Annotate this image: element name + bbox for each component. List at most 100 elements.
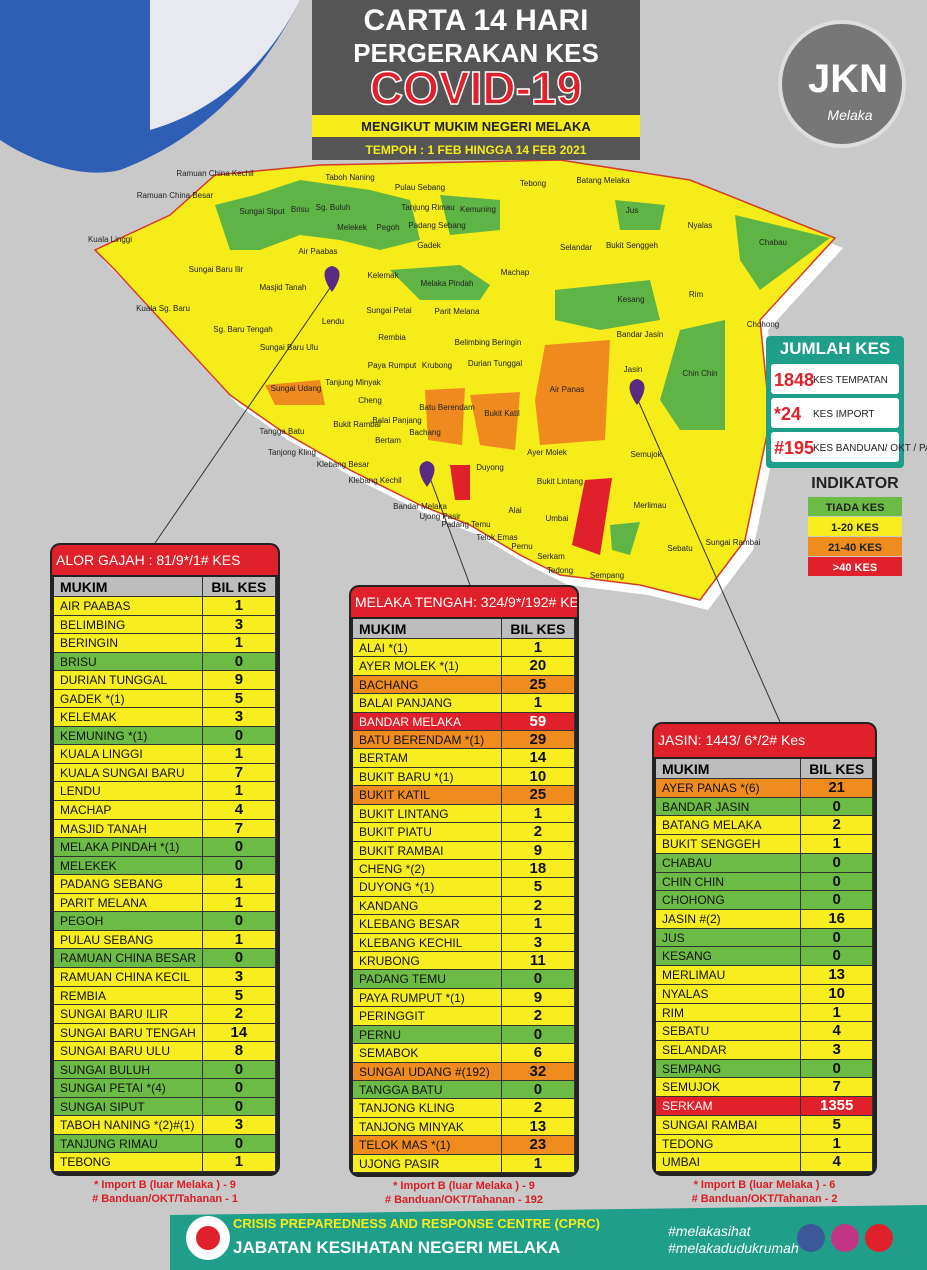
map-label: Tebong	[520, 179, 546, 188]
map-label: Sg. Baru Tengah	[213, 325, 272, 334]
row-name: DURIAN TUNGGAL	[54, 671, 203, 690]
youtube-icon[interactable]	[865, 1224, 893, 1252]
region-green	[735, 215, 830, 290]
row-count: 10	[501, 767, 575, 787]
row-count: 13	[801, 966, 873, 985]
row-count: 1	[501, 804, 575, 824]
row-count: 21	[801, 779, 873, 798]
total-value: 1848	[774, 370, 814, 390]
map-label: Parit Melana	[435, 307, 480, 316]
map-label: Telok Emas	[476, 533, 517, 542]
row-name: KANDANG	[353, 896, 502, 916]
row-name: PERINGGIT	[353, 1007, 502, 1026]
row-name: SEMPANG	[656, 1059, 802, 1079]
row-name: SERKAM	[656, 1097, 802, 1116]
row-count: 0	[202, 1134, 276, 1154]
row-count: 1	[202, 745, 276, 764]
map-label: Kelemak	[367, 271, 399, 280]
map-label: Merlimau	[634, 501, 667, 510]
map-label: Pulau Sebang	[395, 183, 445, 192]
map-label: Krubong	[422, 361, 452, 370]
map-label: Masjid Tanah	[260, 283, 307, 292]
row-count: 1	[202, 875, 276, 894]
map-label: Paya Rumput	[368, 361, 417, 370]
indicator-label: 1-20 KES	[831, 522, 879, 534]
footer-org: CRISIS PREPAREDNESS AND RESPONSE CENTRE …	[233, 1216, 600, 1231]
map-label: Bandar Jasin	[617, 330, 664, 339]
row-name: BATU BERENDAM *(1)	[353, 731, 502, 750]
row-name: BUKIT LINTANG	[353, 804, 502, 824]
row-count: 1	[501, 694, 575, 713]
row-count: 5	[801, 1115, 873, 1135]
row-name: KEMUNING *(1)	[54, 726, 203, 746]
map-label: Tanjung Minyak	[325, 378, 382, 387]
region-green	[555, 280, 660, 330]
column-header: BIL KES	[202, 577, 276, 597]
map-label: Semujok	[630, 450, 662, 459]
footer-org: JABATAN KESIHATAN NEGERI MELAKA	[233, 1238, 560, 1257]
region-green	[440, 195, 500, 235]
region-green	[390, 265, 490, 300]
total-label: KES BANDUAN/ OKT / PATI	[813, 443, 927, 454]
map-label: Lendu	[322, 317, 344, 326]
map-label: Tanjong Kling	[268, 448, 316, 457]
row-count: 25	[501, 675, 575, 695]
map-label: Duyong	[476, 463, 504, 472]
row-name: BUKIT RAMBAI	[353, 841, 502, 860]
row-name: PARIT MELANA	[54, 893, 203, 913]
row-name: BACHANG	[353, 675, 502, 695]
region-orange	[265, 380, 325, 405]
map-label: Sungai Udang	[271, 384, 322, 393]
hashtag: #melakasihat	[668, 1223, 752, 1239]
map-label: Ujong Pasir	[419, 512, 461, 521]
indicator-title: INDIKATOR	[811, 475, 899, 492]
row-name: BUKIT BARU *(1)	[353, 767, 502, 787]
map-label: Sungai Siput	[239, 207, 285, 216]
row-count: 5	[501, 878, 575, 897]
row-name: RAMUAN CHINA BESAR	[54, 949, 203, 968]
indicator-swatch	[808, 557, 902, 576]
row-name: UMBAI	[656, 1153, 802, 1172]
row-name: LENDU	[54, 782, 203, 802]
row-count: 8	[202, 1042, 276, 1061]
map-label: Tedong	[547, 566, 573, 575]
row-count: 1	[501, 1154, 575, 1173]
facebook-icon[interactable]	[797, 1224, 825, 1252]
map-label: Umbai	[545, 514, 568, 523]
row-name: AIR PAABAS	[54, 597, 203, 616]
row-name: KLEBANG KECHIL	[353, 933, 502, 953]
map-label: Air Paabas	[298, 247, 337, 256]
indicator-swatch	[808, 497, 902, 516]
row-name: AYER MOLEK *(1)	[353, 657, 502, 676]
row-count: 2	[501, 823, 575, 842]
header-line: PERGERAKAN KES	[353, 38, 599, 68]
instagram-icon[interactable]	[831, 1224, 859, 1252]
map-label: Alai	[508, 506, 522, 515]
row-name: TANGGA BATU	[353, 1080, 502, 1100]
row-name: KRUBONG	[353, 952, 502, 971]
pointer-line	[636, 397, 781, 723]
footnote: # Banduan/OKT/Tahanan - 192	[384, 1194, 544, 1206]
map-label: Tangga Batu	[260, 427, 305, 436]
row-count: 32	[501, 1062, 575, 1081]
table: MELAKA TENGAH: 324/9*/192# KES MUKIM BIL K…	[349, 585, 579, 1177]
footnote: # Banduan/OKT/Tahanan - 2	[691, 1193, 838, 1205]
map-label: Kesang	[617, 295, 644, 304]
row-count: 7	[202, 763, 276, 783]
row-count: 0	[801, 872, 873, 892]
row-count: 10	[801, 984, 873, 1004]
row-count: 0	[202, 1079, 276, 1098]
row-count: 0	[801, 891, 873, 910]
pins	[324, 266, 645, 487]
row-count: 16	[801, 910, 873, 929]
map-label: Chabau	[759, 238, 787, 247]
row-count: 14	[202, 1023, 276, 1043]
map-state	[93, 159, 837, 601]
row-count: 0	[202, 652, 276, 672]
total-box	[771, 432, 899, 462]
map-label: Klebang Besar	[317, 460, 370, 469]
row-count: 1	[501, 639, 575, 658]
row-name: RAMUAN CHINA KECIL	[54, 967, 203, 987]
row-count: 3	[801, 1041, 873, 1060]
row-name: JASIN #(2)	[656, 910, 802, 929]
